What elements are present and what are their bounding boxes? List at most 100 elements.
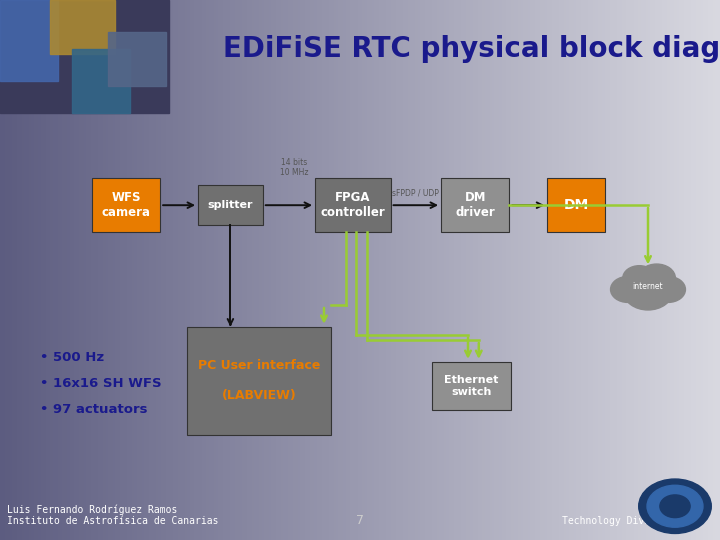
- Bar: [552, 0, 554, 540]
- Bar: [564, 0, 567, 540]
- Bar: [5, 0, 7, 540]
- Circle shape: [647, 485, 703, 527]
- FancyBboxPatch shape: [441, 178, 510, 232]
- Bar: [161, 0, 163, 540]
- Bar: [117, 0, 120, 540]
- Bar: [113, 0, 115, 540]
- FancyBboxPatch shape: [547, 178, 605, 232]
- Bar: [91, 0, 94, 540]
- Bar: [598, 0, 600, 540]
- Bar: [480, 0, 482, 540]
- Bar: [466, 0, 468, 540]
- Bar: [108, 32, 166, 86]
- Bar: [499, 0, 502, 540]
- Bar: [439, 0, 441, 540]
- Bar: [353, 0, 355, 540]
- Bar: [657, 0, 660, 540]
- Bar: [63, 0, 65, 540]
- Bar: [355, 0, 358, 540]
- Bar: [607, 0, 610, 540]
- Bar: [50, 0, 53, 540]
- Bar: [269, 0, 271, 540]
- Bar: [513, 0, 516, 540]
- Bar: [245, 0, 247, 540]
- Bar: [595, 0, 598, 540]
- Bar: [362, 0, 365, 540]
- Bar: [101, 0, 103, 540]
- Bar: [542, 0, 545, 540]
- Bar: [43, 0, 45, 540]
- Bar: [619, 0, 621, 540]
- Bar: [108, 0, 110, 540]
- Bar: [540, 0, 542, 540]
- Bar: [149, 0, 151, 540]
- Bar: [382, 0, 384, 540]
- Bar: [295, 0, 297, 540]
- Bar: [315, 0, 317, 540]
- Bar: [338, 0, 341, 540]
- Bar: [425, 0, 427, 540]
- Bar: [396, 0, 398, 540]
- Bar: [252, 0, 254, 540]
- Bar: [38, 0, 41, 540]
- Bar: [0, 0, 169, 113]
- Bar: [492, 0, 495, 540]
- Bar: [588, 0, 590, 540]
- Bar: [343, 0, 346, 540]
- Bar: [207, 0, 209, 540]
- Bar: [521, 0, 523, 540]
- Bar: [667, 0, 670, 540]
- Bar: [307, 0, 310, 540]
- Bar: [70, 0, 72, 540]
- Bar: [446, 0, 449, 540]
- Bar: [178, 0, 180, 540]
- Bar: [547, 0, 549, 540]
- Bar: [17, 0, 19, 540]
- Bar: [317, 0, 319, 540]
- Bar: [502, 0, 504, 540]
- Bar: [578, 0, 581, 540]
- Bar: [132, 0, 135, 540]
- Bar: [144, 0, 146, 540]
- Bar: [319, 0, 322, 540]
- Circle shape: [623, 266, 656, 291]
- Bar: [653, 0, 655, 540]
- Bar: [603, 0, 605, 540]
- Bar: [718, 0, 720, 540]
- Bar: [286, 0, 288, 540]
- Bar: [418, 0, 420, 540]
- Bar: [420, 0, 423, 540]
- Text: internet: internet: [633, 282, 663, 291]
- Bar: [470, 0, 473, 540]
- Bar: [574, 0, 576, 540]
- Bar: [230, 0, 233, 540]
- Bar: [430, 0, 432, 540]
- Bar: [305, 0, 307, 540]
- Bar: [235, 0, 238, 540]
- Bar: [665, 0, 667, 540]
- Bar: [377, 0, 379, 540]
- Text: sFPDP / UDP: sFPDP / UDP: [392, 188, 439, 197]
- Bar: [693, 0, 696, 540]
- Circle shape: [660, 495, 690, 517]
- Bar: [185, 0, 187, 540]
- Text: FPGA
controller: FPGA controller: [320, 191, 385, 219]
- Bar: [554, 0, 557, 540]
- Bar: [214, 0, 216, 540]
- Circle shape: [624, 273, 672, 310]
- FancyBboxPatch shape: [315, 178, 390, 232]
- Bar: [187, 0, 189, 540]
- Bar: [326, 0, 329, 540]
- Bar: [79, 0, 81, 540]
- Bar: [670, 0, 672, 540]
- Bar: [139, 0, 142, 540]
- Bar: [297, 0, 300, 540]
- Bar: [199, 0, 202, 540]
- Bar: [454, 0, 456, 540]
- Bar: [2, 0, 5, 540]
- Bar: [408, 0, 410, 540]
- Bar: [221, 0, 223, 540]
- Bar: [72, 49, 130, 113]
- Bar: [151, 0, 153, 540]
- Bar: [559, 0, 562, 540]
